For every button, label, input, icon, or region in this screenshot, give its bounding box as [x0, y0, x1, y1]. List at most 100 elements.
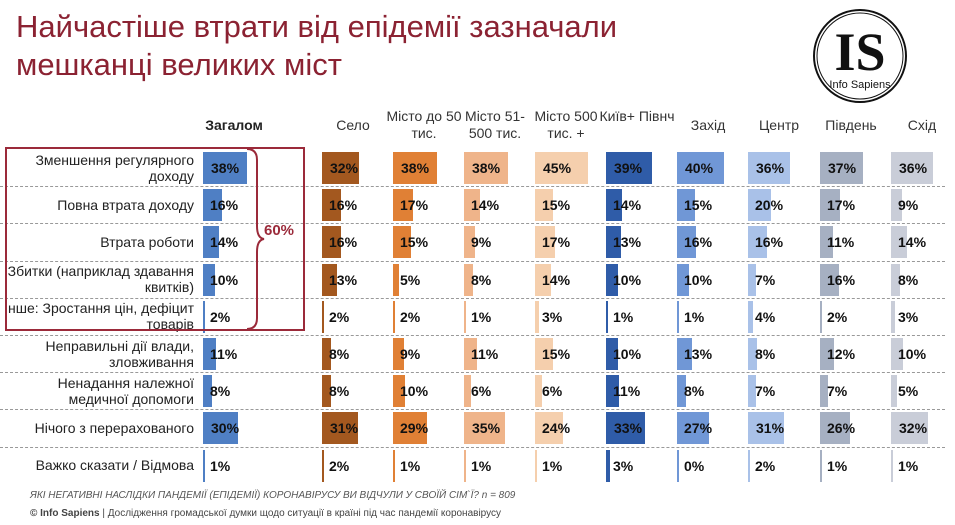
- bar: [606, 263, 618, 296]
- bar: [748, 263, 757, 296]
- value-label: 1%: [210, 457, 231, 474]
- bar: [535, 412, 564, 445]
- bar: [535, 300, 539, 333]
- value-label: 11%: [613, 383, 641, 400]
- row-label-text: Інше: Зростання цін, дефіцит товарів: [4, 300, 194, 333]
- row-separator: [0, 297, 945, 299]
- bar: [891, 375, 897, 408]
- bar: [891, 449, 893, 482]
- bar: [393, 152, 438, 184]
- value-label: 6%: [471, 383, 492, 400]
- bar: [820, 263, 839, 296]
- value-label: 13%: [684, 346, 713, 362]
- info-sapiens-logo: IS Info Sapiens: [813, 9, 907, 103]
- bar: [606, 152, 652, 184]
- bar: [606, 226, 622, 259]
- column-header: Місто 51-500 тис.: [465, 108, 525, 141]
- value-label: 33%: [614, 420, 643, 437]
- value-label: 1%: [898, 457, 919, 474]
- value-label: 1%: [542, 457, 563, 474]
- bar: [891, 300, 895, 333]
- value-label: 6%: [542, 383, 563, 400]
- bar: [322, 375, 332, 408]
- row-label-text: Ненадання належної медичної допомоги: [57, 374, 194, 407]
- row-separator: [0, 372, 945, 374]
- value-label: 11%: [471, 346, 499, 362]
- row-label: Ненадання належної медичної допомоги: [0, 373, 194, 408]
- value-label: 7%: [755, 271, 776, 288]
- survey-question: ЯКІ НЕГАТИВНІ НАСЛІДКИ ПАНДЕМІЇ (ЕПІДЕМІ…: [30, 490, 516, 501]
- value-label: 14%: [898, 234, 927, 251]
- value-label: 32%: [330, 160, 359, 176]
- bar: [891, 152, 934, 184]
- value-label: 2%: [400, 308, 421, 325]
- bar: [820, 412, 851, 445]
- value-label: 13%: [613, 234, 642, 251]
- bar: [393, 449, 395, 482]
- row-label-text: Втрата роботи: [100, 233, 194, 250]
- value-label: 10%: [400, 383, 429, 400]
- value-label: 2%: [755, 457, 776, 474]
- bar: [203, 449, 205, 482]
- value-label: 8%: [471, 271, 492, 288]
- value-label: 10%: [898, 346, 927, 362]
- value-label: 35%: [472, 420, 501, 437]
- bar: [820, 375, 829, 408]
- value-label: 7%: [827, 383, 848, 400]
- row-separator: [0, 335, 945, 336]
- bar: [891, 263, 901, 296]
- bar: [464, 263, 474, 296]
- value-label: 3%: [898, 308, 919, 325]
- bar: [464, 226, 475, 259]
- value-label: 10%: [613, 271, 642, 288]
- value-label: 16%: [755, 234, 784, 251]
- value-label: 9%: [400, 346, 421, 362]
- column-header: Київ+ Півнч: [599, 108, 675, 124]
- value-label: 8%: [329, 383, 350, 400]
- page-title: Найчастіше втрати від епідемії зазначали…: [16, 9, 618, 82]
- row-separator: [0, 446, 945, 448]
- bar: [606, 338, 618, 370]
- row-label-text: Нічого з перерахованого: [34, 419, 194, 436]
- bar: [748, 189, 772, 222]
- bar: [464, 152, 509, 184]
- bar: [891, 412, 929, 445]
- bar: [464, 300, 466, 333]
- value-label: 36%: [899, 160, 928, 176]
- bar: [203, 226, 220, 259]
- bar: [203, 375, 213, 408]
- row-label-text: Неправильні дії влади, зловживання: [45, 337, 194, 370]
- column-header: Захід: [690, 117, 726, 133]
- bar: [677, 263, 689, 296]
- bar: [464, 338, 477, 370]
- bar: [393, 189, 413, 222]
- value-label: 27%: [684, 420, 713, 437]
- bar: [820, 300, 823, 333]
- bar: [891, 226, 908, 259]
- bar: [606, 375, 619, 408]
- bar: [203, 189, 222, 222]
- value-label: 3%: [613, 457, 634, 474]
- value-label: 15%: [542, 197, 571, 214]
- value-label: 45%: [543, 160, 572, 176]
- row-separator: [0, 260, 945, 262]
- bar: [203, 338, 216, 370]
- bar: [748, 375, 757, 408]
- value-label: 17%: [400, 197, 429, 214]
- row-label-text: Важко сказати / Відмова: [35, 457, 194, 474]
- bar: [606, 300, 608, 333]
- value-label: 31%: [330, 420, 359, 437]
- bar: [464, 449, 466, 482]
- row-label: Втрата роботи: [0, 224, 194, 259]
- bar: [393, 375, 405, 408]
- value-label: 14%: [210, 234, 239, 251]
- bar: [535, 152, 588, 184]
- value-label: 17%: [827, 197, 856, 214]
- bar: [748, 412, 785, 445]
- value-label: 9%: [471, 234, 492, 251]
- row-separator: [0, 223, 945, 225]
- bar: [464, 375, 472, 408]
- column-header: Схід: [907, 117, 937, 133]
- bar: [203, 152, 248, 184]
- highlight-box: [5, 147, 305, 331]
